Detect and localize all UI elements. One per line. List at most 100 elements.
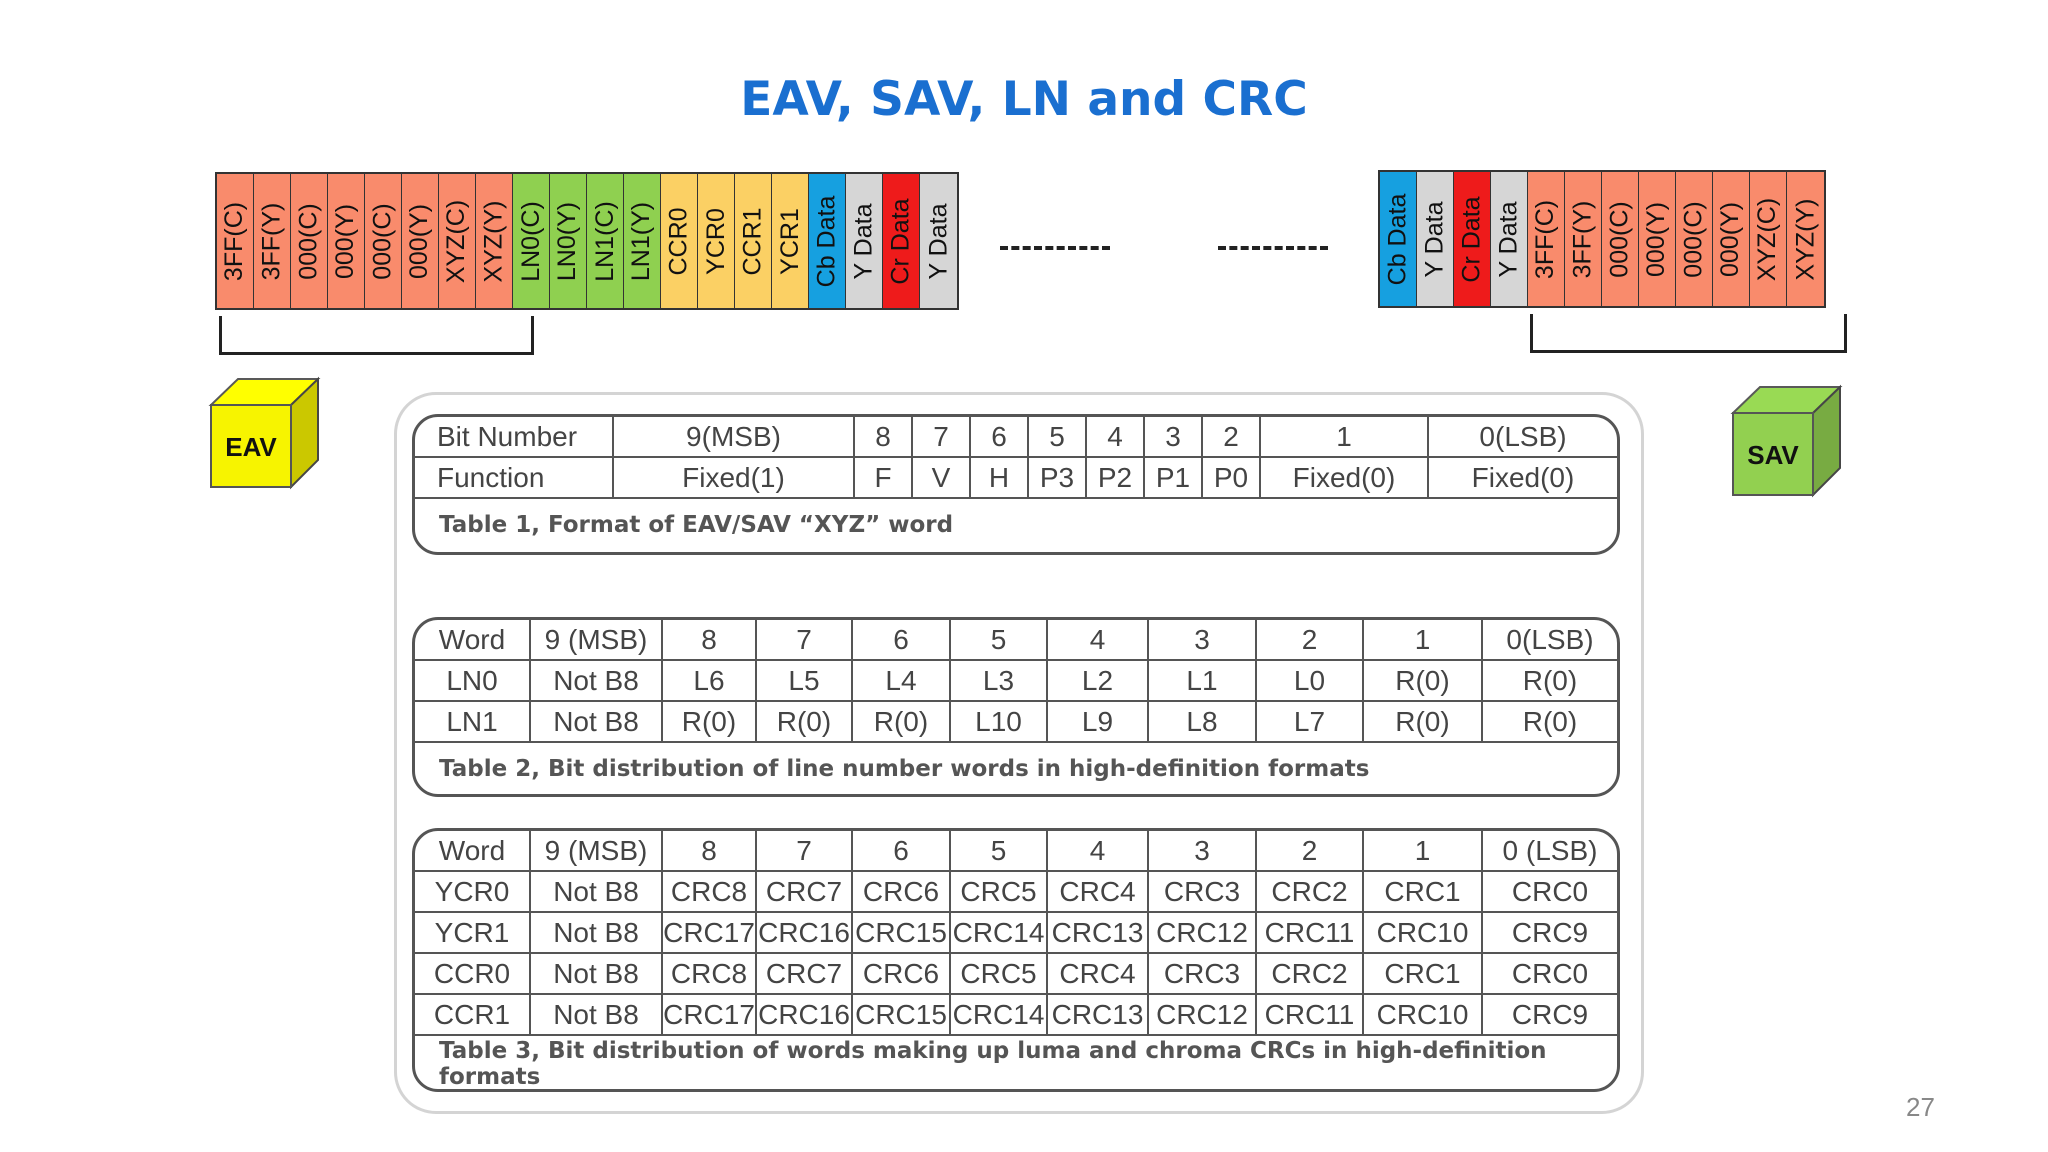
table-cell: R(0) bbox=[1362, 659, 1483, 702]
table-cell: L4 bbox=[851, 659, 951, 702]
right-word-stream: Cb Data Y Data Cr Data Y Data 3FF(C) 3FF(Y) 00… bbox=[1378, 170, 1826, 308]
table-cell: CCR1 bbox=[415, 993, 531, 1036]
table-cell: CRC1 bbox=[1362, 952, 1483, 995]
stream-word-label: CCR0 bbox=[664, 206, 693, 276]
table-cell: Fixed(0) bbox=[1427, 456, 1617, 499]
table-cell: CRC12 bbox=[1147, 911, 1257, 954]
table-cell: Bit Number bbox=[415, 417, 614, 458]
sav-cube: SAV bbox=[1730, 384, 1843, 498]
table-cell: CRC17 bbox=[661, 993, 757, 1036]
table-cell: 3 bbox=[1147, 620, 1257, 661]
stream-word-ff: 000(C) bbox=[1602, 172, 1639, 306]
table2-caption: Table 2, Bit distribution of line number… bbox=[439, 756, 1370, 782]
table-cell: CRC8 bbox=[661, 952, 757, 995]
stream-word-label: CCR1 bbox=[738, 206, 767, 276]
stream-word-label: Y Data bbox=[924, 203, 953, 279]
stream-word-ff: XYZ(C) bbox=[439, 174, 476, 308]
table-cell: R(0) bbox=[851, 700, 951, 743]
table-cell: 8 bbox=[661, 831, 757, 872]
table-cell: F bbox=[853, 456, 913, 499]
table-cell: CRC14 bbox=[949, 993, 1048, 1036]
table-cell: 1 bbox=[1362, 831, 1483, 872]
stream-word-ff: XYZ(C) bbox=[1750, 172, 1787, 306]
table-cell: L9 bbox=[1046, 700, 1149, 743]
stream-word-label: XYZ(C) bbox=[1753, 197, 1782, 281]
stream-word-label: LN1(Y) bbox=[627, 201, 656, 281]
table-cell: CRC7 bbox=[755, 870, 853, 913]
table-cell: Fixed(0) bbox=[1259, 456, 1429, 499]
stream-word-label: XYZ(Y) bbox=[479, 200, 508, 282]
table-cell: Not B8 bbox=[529, 870, 663, 913]
stream-word-label: XYZ(C) bbox=[442, 199, 471, 283]
stream-word-label: LN0(C) bbox=[516, 200, 545, 282]
table-cell: 9(MSB) bbox=[612, 417, 855, 458]
table-cell: CRC17 bbox=[661, 911, 757, 954]
table-cell: CCR0 bbox=[415, 952, 531, 995]
table-cell: R(0) bbox=[1481, 700, 1617, 743]
stream-word-y: Y Data bbox=[846, 174, 883, 308]
stream-word-label: 000(C) bbox=[294, 202, 323, 280]
table-cell: 3 bbox=[1143, 417, 1203, 458]
table-cell: L7 bbox=[1255, 700, 1364, 743]
stream-word-ln: LN1(Y) bbox=[624, 174, 661, 308]
table-cell: CRC16 bbox=[755, 993, 853, 1036]
table-cell: P2 bbox=[1085, 456, 1145, 499]
stream-word-label: Y Data bbox=[1494, 201, 1523, 277]
table-cell: 0(LSB) bbox=[1481, 620, 1617, 661]
table-row: Function Fixed(1) F V H P3 P2 P1 P0 Fixed(0) Fixed… bbox=[415, 456, 1617, 499]
table-cell: P0 bbox=[1201, 456, 1261, 499]
stream-word-ff: 000(Y) bbox=[402, 174, 439, 308]
eav-bracket bbox=[219, 316, 534, 355]
table-cell: CRC15 bbox=[851, 993, 951, 1036]
table-cell: CRC7 bbox=[755, 952, 853, 995]
stream-word-ff: 3FF(C) bbox=[1528, 172, 1565, 306]
stream-word-label: 3FF(Y) bbox=[1568, 200, 1597, 278]
stream-word-label: 000(C) bbox=[1605, 200, 1634, 278]
table-cell: L10 bbox=[949, 700, 1048, 743]
table-row: Word 9 (MSB) 8 7 6 5 4 3 2 1 0(LSB) bbox=[415, 620, 1617, 661]
eav-label: EAV bbox=[225, 432, 277, 462]
stream-word-label: XYZ(Y) bbox=[1791, 198, 1820, 280]
stream-word-label: LN0(Y) bbox=[553, 201, 582, 281]
table-cell: 7 bbox=[911, 417, 971, 458]
table-cell: 1 bbox=[1259, 417, 1429, 458]
stream-word-y: Y Data bbox=[1491, 172, 1528, 306]
table-cell: CRC8 bbox=[661, 870, 757, 913]
stream-word-ff: 000(C) bbox=[1676, 172, 1713, 306]
table1-xyz-word-format: Bit Number 9(MSB) 8 7 6 5 4 3 2 1 0(LSB) Function Fi… bbox=[412, 414, 1620, 555]
table-cell: 4 bbox=[1046, 831, 1149, 872]
stream-word-label: Cr Data bbox=[886, 197, 915, 285]
table-cell: CRC4 bbox=[1046, 952, 1149, 995]
table-cell: YCR1 bbox=[415, 911, 531, 954]
table-cell: LN0 bbox=[415, 659, 531, 702]
stream-word-ff: 000(C) bbox=[291, 174, 328, 308]
table-cell: 5 bbox=[949, 831, 1048, 872]
table-cell: Not B8 bbox=[529, 911, 663, 954]
table-cell: CRC9 bbox=[1481, 993, 1617, 1036]
stream-word-ff: 000(Y) bbox=[1639, 172, 1676, 306]
stream-word-ln: LN1(C) bbox=[587, 174, 624, 308]
table-cell: R(0) bbox=[661, 700, 757, 743]
table-cell: CRC12 bbox=[1147, 993, 1257, 1036]
table-cell: Fixed(1) bbox=[612, 456, 855, 499]
table-row: CCR1 Not B8 CRC17 CRC16 CRC15 CRC14 CRC13 CRC12… bbox=[415, 993, 1617, 1036]
sav-bracket bbox=[1530, 314, 1847, 353]
continuation-dash-right bbox=[1218, 246, 1328, 250]
table-cell: R(0) bbox=[1481, 659, 1617, 702]
table-cell: Function bbox=[415, 456, 614, 499]
stream-word-crc: CCR1 bbox=[735, 174, 772, 308]
stream-word-y: Y Data bbox=[1417, 172, 1454, 306]
stream-word-label: Cr Data bbox=[1457, 195, 1486, 283]
table-row: Word 9 (MSB) 8 7 6 5 4 3 2 1 0 (LSB) bbox=[415, 831, 1617, 872]
table-cell: 9 (MSB) bbox=[529, 831, 663, 872]
stream-word-cb: Cb Data bbox=[809, 174, 846, 308]
table-row: YCR1 Not B8 CRC17 CRC16 CRC15 CRC14 CRC13 CRC12… bbox=[415, 911, 1617, 954]
table-cell: CRC5 bbox=[949, 952, 1048, 995]
table-cell: CRC6 bbox=[851, 952, 951, 995]
table-cell: CRC9 bbox=[1481, 911, 1617, 954]
table-cell: Not B8 bbox=[529, 700, 663, 743]
table-cell: 4 bbox=[1085, 417, 1145, 458]
stream-word-cr: Cr Data bbox=[1454, 172, 1491, 306]
sav-label: SAV bbox=[1747, 440, 1799, 470]
table-cell: 8 bbox=[853, 417, 913, 458]
